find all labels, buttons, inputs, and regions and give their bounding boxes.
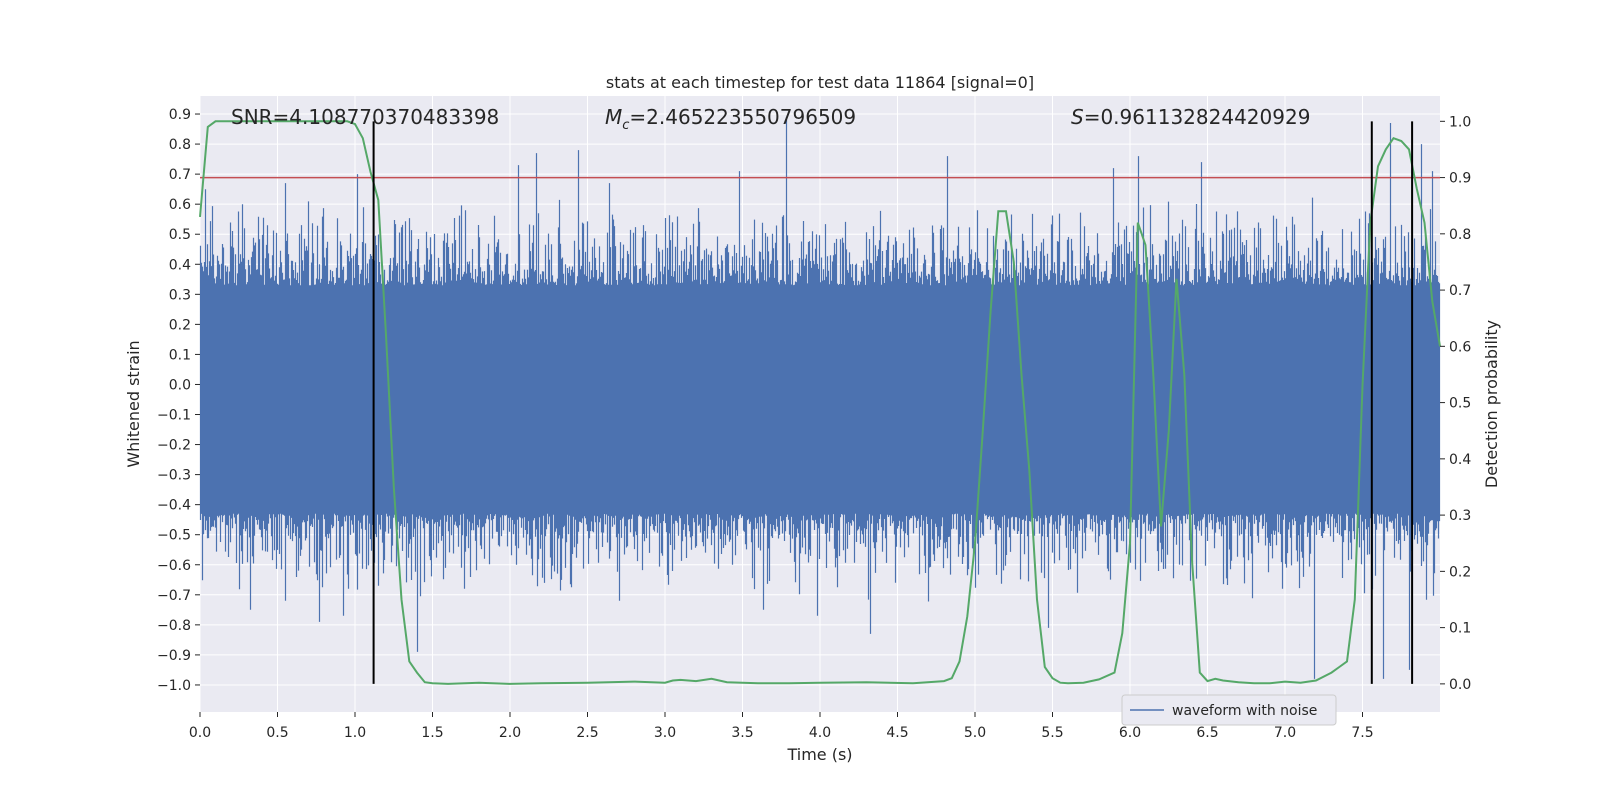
y2-tick-label: 0.4 xyxy=(1449,452,1471,468)
detection-markers xyxy=(372,121,1414,684)
y2-tick-label: 0.5 xyxy=(1449,396,1471,412)
y-tick-label: −0.7 xyxy=(157,588,191,604)
x-tick-label: 3.0 xyxy=(654,725,676,741)
chirp-mass-annotation: Mc=2.465223550796509 xyxy=(605,105,856,133)
chirp-mass-value: =2.465223550796509 xyxy=(629,105,856,129)
x-tick-label: 5.5 xyxy=(1041,725,1063,741)
y2-tick-label: 0.2 xyxy=(1449,564,1471,580)
x-tick-label: 7.0 xyxy=(1274,725,1296,741)
y-axis-ticks: −1.0 −0.9 −0.8 −0.7 −0.6 −0.5 −0.4 −0.3 −0.2 −0.1… xyxy=(157,107,200,694)
legend: waveform with noise xyxy=(1121,694,1337,726)
x-tick-label: 4.5 xyxy=(886,725,908,741)
x-tick-label: 1.0 xyxy=(344,725,366,741)
y-tick-label: 0.0 xyxy=(169,377,191,393)
y-tick-label: 0.1 xyxy=(169,347,191,363)
y2-tick-label: 0.0 xyxy=(1449,677,1471,693)
x-tick-label: 4.0 xyxy=(809,725,831,741)
y2-axis-label: Detection probability xyxy=(1482,320,1501,488)
y-tick-label: −0.6 xyxy=(157,558,191,574)
y-tick-label: −0.5 xyxy=(157,528,191,544)
y-tick-label: −0.2 xyxy=(157,438,191,454)
x-tick-label: 6.0 xyxy=(1119,725,1141,741)
y-tick-label: −1.0 xyxy=(157,678,191,694)
y-tick-label: −0.8 xyxy=(157,618,191,634)
snr-annotation: SNR=4.108770370483398 xyxy=(231,105,499,129)
y-tick-label: −0.9 xyxy=(157,648,191,664)
y-tick-label: 0.9 xyxy=(169,107,191,123)
x-tick-label: 2.5 xyxy=(576,725,598,741)
y-tick-label: 0.6 xyxy=(169,197,191,213)
x-axis-label: Time (s) xyxy=(786,745,852,764)
y2-tick-label: 0.1 xyxy=(1449,621,1471,637)
y-tick-label: 0.7 xyxy=(169,167,191,183)
x-tick-label: 7.5 xyxy=(1351,725,1373,741)
y2-tick-label: 0.9 xyxy=(1449,171,1471,187)
y2-axis-ticks: 0.0 0.1 0.2 0.3 0.4 0.5 0.6 0.7 0.8 0.9 1.0 xyxy=(1440,114,1471,693)
x-axis-ticks: 0.0 0.5 1.0 1.5 2.0 2.5 3.0 3.5 4.0 4.5 5.0 5.5 6.0 6… xyxy=(189,712,1374,741)
y2-tick-label: 0.8 xyxy=(1449,227,1471,243)
y-tick-label: −0.1 xyxy=(157,408,191,424)
chirp-mass-subscript: c xyxy=(622,118,629,133)
strain-series xyxy=(199,117,1441,679)
chirp-mass-symbol: M xyxy=(605,105,622,129)
probability-line xyxy=(199,120,1441,685)
y-axis-label: Whitened strain xyxy=(124,340,143,467)
legend-label: waveform with noise xyxy=(1172,703,1317,719)
y-tick-label: 0.3 xyxy=(169,287,191,303)
x-tick-label: 2.0 xyxy=(499,725,521,741)
y-tick-label: 0.5 xyxy=(169,227,191,243)
x-tick-label: 0.5 xyxy=(266,725,288,741)
x-tick-label: 0.0 xyxy=(189,725,211,741)
x-tick-label: 1.5 xyxy=(421,725,443,741)
x-tick-label: 6.5 xyxy=(1196,725,1218,741)
y2-tick-label: 0.3 xyxy=(1449,508,1471,524)
chart-title: stats at each timestep for test data 118… xyxy=(606,73,1034,92)
y2-tick-label: 0.7 xyxy=(1449,283,1471,299)
y-tick-label: −0.3 xyxy=(157,468,191,484)
y2-tick-label: 0.6 xyxy=(1449,339,1471,355)
x-tick-label: 3.5 xyxy=(731,725,753,741)
y2-tick-label: 1.0 xyxy=(1449,114,1471,130)
strain-line xyxy=(199,117,1441,679)
legend-box xyxy=(1121,694,1337,726)
s-value: =0.961132824420929 xyxy=(1084,105,1311,129)
y-tick-label: −0.4 xyxy=(157,498,191,514)
s-annotation: S=0.961132824420929 xyxy=(1071,105,1310,129)
probability-layer xyxy=(199,120,1441,685)
x-tick-label: 5.0 xyxy=(964,725,986,741)
y-tick-label: 0.2 xyxy=(169,317,191,333)
y-tick-label: 0.4 xyxy=(169,257,191,273)
y-tick-label: 0.8 xyxy=(169,137,191,153)
s-symbol: S xyxy=(1071,105,1084,129)
